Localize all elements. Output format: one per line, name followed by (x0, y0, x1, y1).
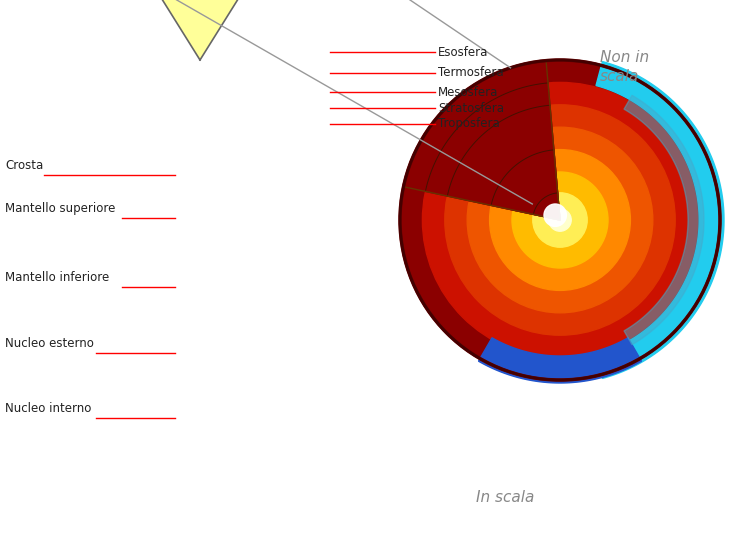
Text: Stratosfera: Stratosfera (438, 102, 504, 114)
Text: Troposfera: Troposfera (438, 118, 500, 130)
Text: Mantello inferiore: Mantello inferiore (5, 271, 110, 284)
Polygon shape (596, 62, 724, 378)
Polygon shape (479, 338, 642, 383)
Circle shape (490, 150, 630, 290)
Circle shape (467, 127, 653, 313)
Circle shape (544, 204, 566, 227)
Polygon shape (513, 172, 560, 220)
Circle shape (445, 105, 675, 335)
Polygon shape (469, 128, 560, 220)
Polygon shape (403, 60, 560, 220)
Text: Nucleo esterno: Nucleo esterno (5, 337, 94, 350)
Text: Mesosfera: Mesosfera (438, 85, 498, 98)
Text: In scala: In scala (476, 490, 534, 505)
Polygon shape (534, 193, 560, 220)
Polygon shape (425, 83, 560, 220)
Text: Mantello superiore: Mantello superiore (5, 202, 115, 215)
Circle shape (423, 82, 698, 358)
Polygon shape (144, 0, 256, 60)
Circle shape (533, 193, 588, 247)
Polygon shape (624, 95, 704, 345)
Text: Esosfera: Esosfera (438, 46, 488, 58)
Circle shape (512, 172, 608, 268)
Circle shape (400, 60, 720, 380)
Text: Non in
scala: Non in scala (600, 50, 649, 84)
Polygon shape (447, 105, 560, 220)
Polygon shape (549, 209, 560, 220)
Text: Crosta: Crosta (5, 159, 43, 172)
Text: Termosfera: Termosfera (438, 67, 504, 80)
Polygon shape (491, 150, 560, 220)
Circle shape (549, 209, 571, 231)
Text: Nucleo interno: Nucleo interno (5, 402, 91, 415)
